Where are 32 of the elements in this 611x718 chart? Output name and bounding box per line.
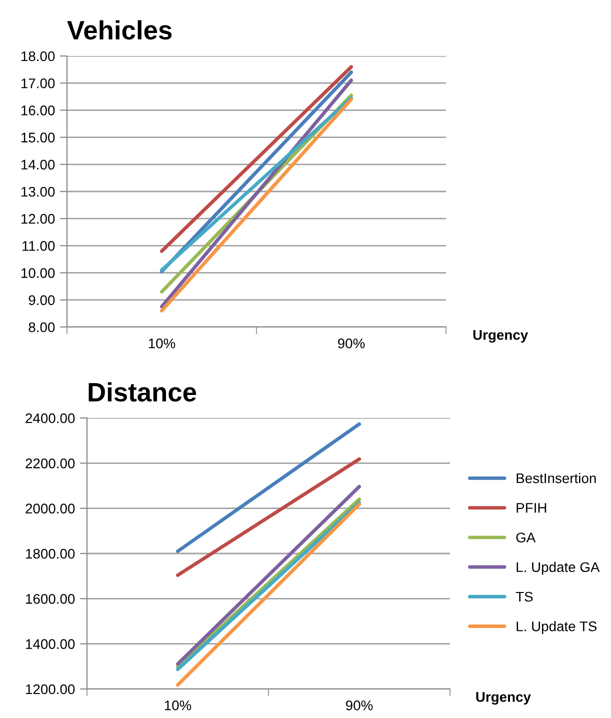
x-tick-label: 10%: [148, 338, 176, 348]
legend-label: TS: [516, 592, 533, 602]
y-tick-label: 10.00: [22, 268, 55, 278]
legend-label: GA: [516, 532, 536, 542]
y-tick-label: 14.00: [22, 160, 55, 170]
y-tick-label: 16.00: [22, 106, 55, 116]
x-tick-label: 90%: [346, 700, 373, 710]
y-tick-label: 1200.00: [26, 684, 75, 694]
y-tick-label: 17.00: [22, 78, 55, 88]
y-tick-label: 8.00: [28, 322, 55, 332]
y-tick-label: 18.00: [22, 51, 55, 62]
y-tick-label: 2200.00: [26, 458, 75, 468]
legend-label: PFIH: [516, 503, 546, 513]
x-tick-label: 10%: [164, 700, 192, 710]
legend-label: L. Update TS: [516, 621, 597, 634]
y-tick-label: 11.00: [22, 241, 55, 251]
y-tick-label: 15.00: [22, 132, 55, 142]
y-tick-label: 1400.00: [26, 639, 75, 650]
legend-label: BestInsertion: [516, 472, 596, 484]
y-tick-label: 13.00: [22, 186, 55, 197]
y-tick-label: 12.00: [22, 214, 55, 224]
y-tick-label: 2400.00: [26, 413, 75, 424]
y-tick-label: 1800.00: [26, 548, 75, 559]
x-axis-title: Urgency: [473, 330, 528, 343]
y-tick-label: 2000.00: [26, 504, 75, 514]
x-tick-label: 90%: [338, 338, 365, 348]
y-tick-label: 9.00: [28, 295, 55, 306]
chart-title: Vehicles: [67, 20, 172, 40]
y-tick-label: 1600.00: [26, 594, 75, 604]
x-axis-title: Urgency: [476, 692, 531, 705]
chart-title: Distance: [88, 382, 196, 402]
legend-label: L. Update GA: [516, 562, 600, 575]
